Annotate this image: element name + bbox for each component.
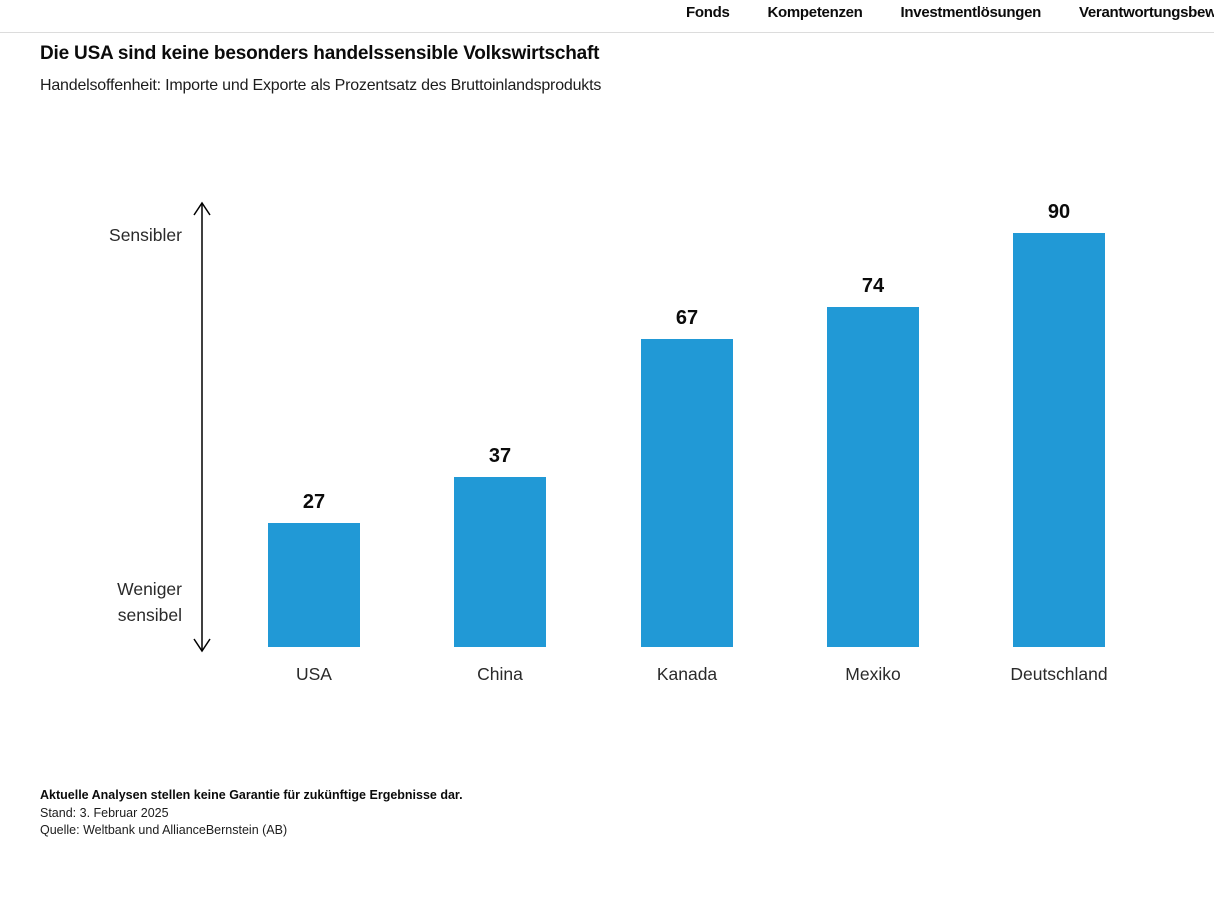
bar-deutschland	[1013, 233, 1105, 647]
bar-mexiko	[827, 307, 919, 647]
bar-kanada	[641, 339, 733, 647]
footnote-disclaimer: Aktuelle Analysen stellen keine Garantie…	[40, 788, 463, 802]
vertical-axis-arrow-icon	[193, 201, 211, 653]
page-subtitle: Handelsoffenheit: Importe und Exporte al…	[40, 77, 602, 94]
top-navigation-bar: Fonds Kompetenzen Investmentlösungen Ver…	[0, 0, 1214, 33]
page-title: Die USA sind keine besonders handelssens…	[40, 43, 600, 64]
axis-label-sensibler: Sensibler	[109, 225, 182, 245]
footnote-date: Stand: 3. Februar 2025	[40, 806, 169, 820]
nav-items: Fonds Kompetenzen Investmentlösungen Ver…	[686, 4, 1214, 21]
nav-item-investmentloesungen[interactable]: Investmentlösungen	[900, 4, 1042, 21]
bar-value-label: 90	[1047, 201, 1071, 223]
bar-value-label: 37	[488, 445, 512, 467]
bar-category-label: Mexiko	[845, 664, 901, 684]
bar-china	[454, 477, 546, 647]
bar-usa	[268, 523, 360, 647]
bar-category-label: China	[477, 664, 523, 684]
nav-item-verantwortung[interactable]: Verantwortungsbew	[1079, 4, 1214, 21]
bar-value-label: 74	[861, 275, 885, 297]
nav-item-fonds[interactable]: Fonds	[686, 4, 730, 21]
bar-category-label: Deutschland	[1010, 664, 1108, 684]
bar-value-label: 27	[302, 491, 326, 513]
bar-value-label: 67	[675, 307, 699, 329]
bar-category-label: Kanada	[656, 664, 718, 684]
nav-item-kompetenzen[interactable]: Kompetenzen	[767, 4, 863, 21]
bar-category-label: USA	[296, 664, 332, 684]
axis-label-weniger-sensibel: Weniger sensibel	[117, 579, 182, 625]
footnote-source: Quelle: Weltbank und AllianceBernstein (…	[40, 823, 288, 837]
